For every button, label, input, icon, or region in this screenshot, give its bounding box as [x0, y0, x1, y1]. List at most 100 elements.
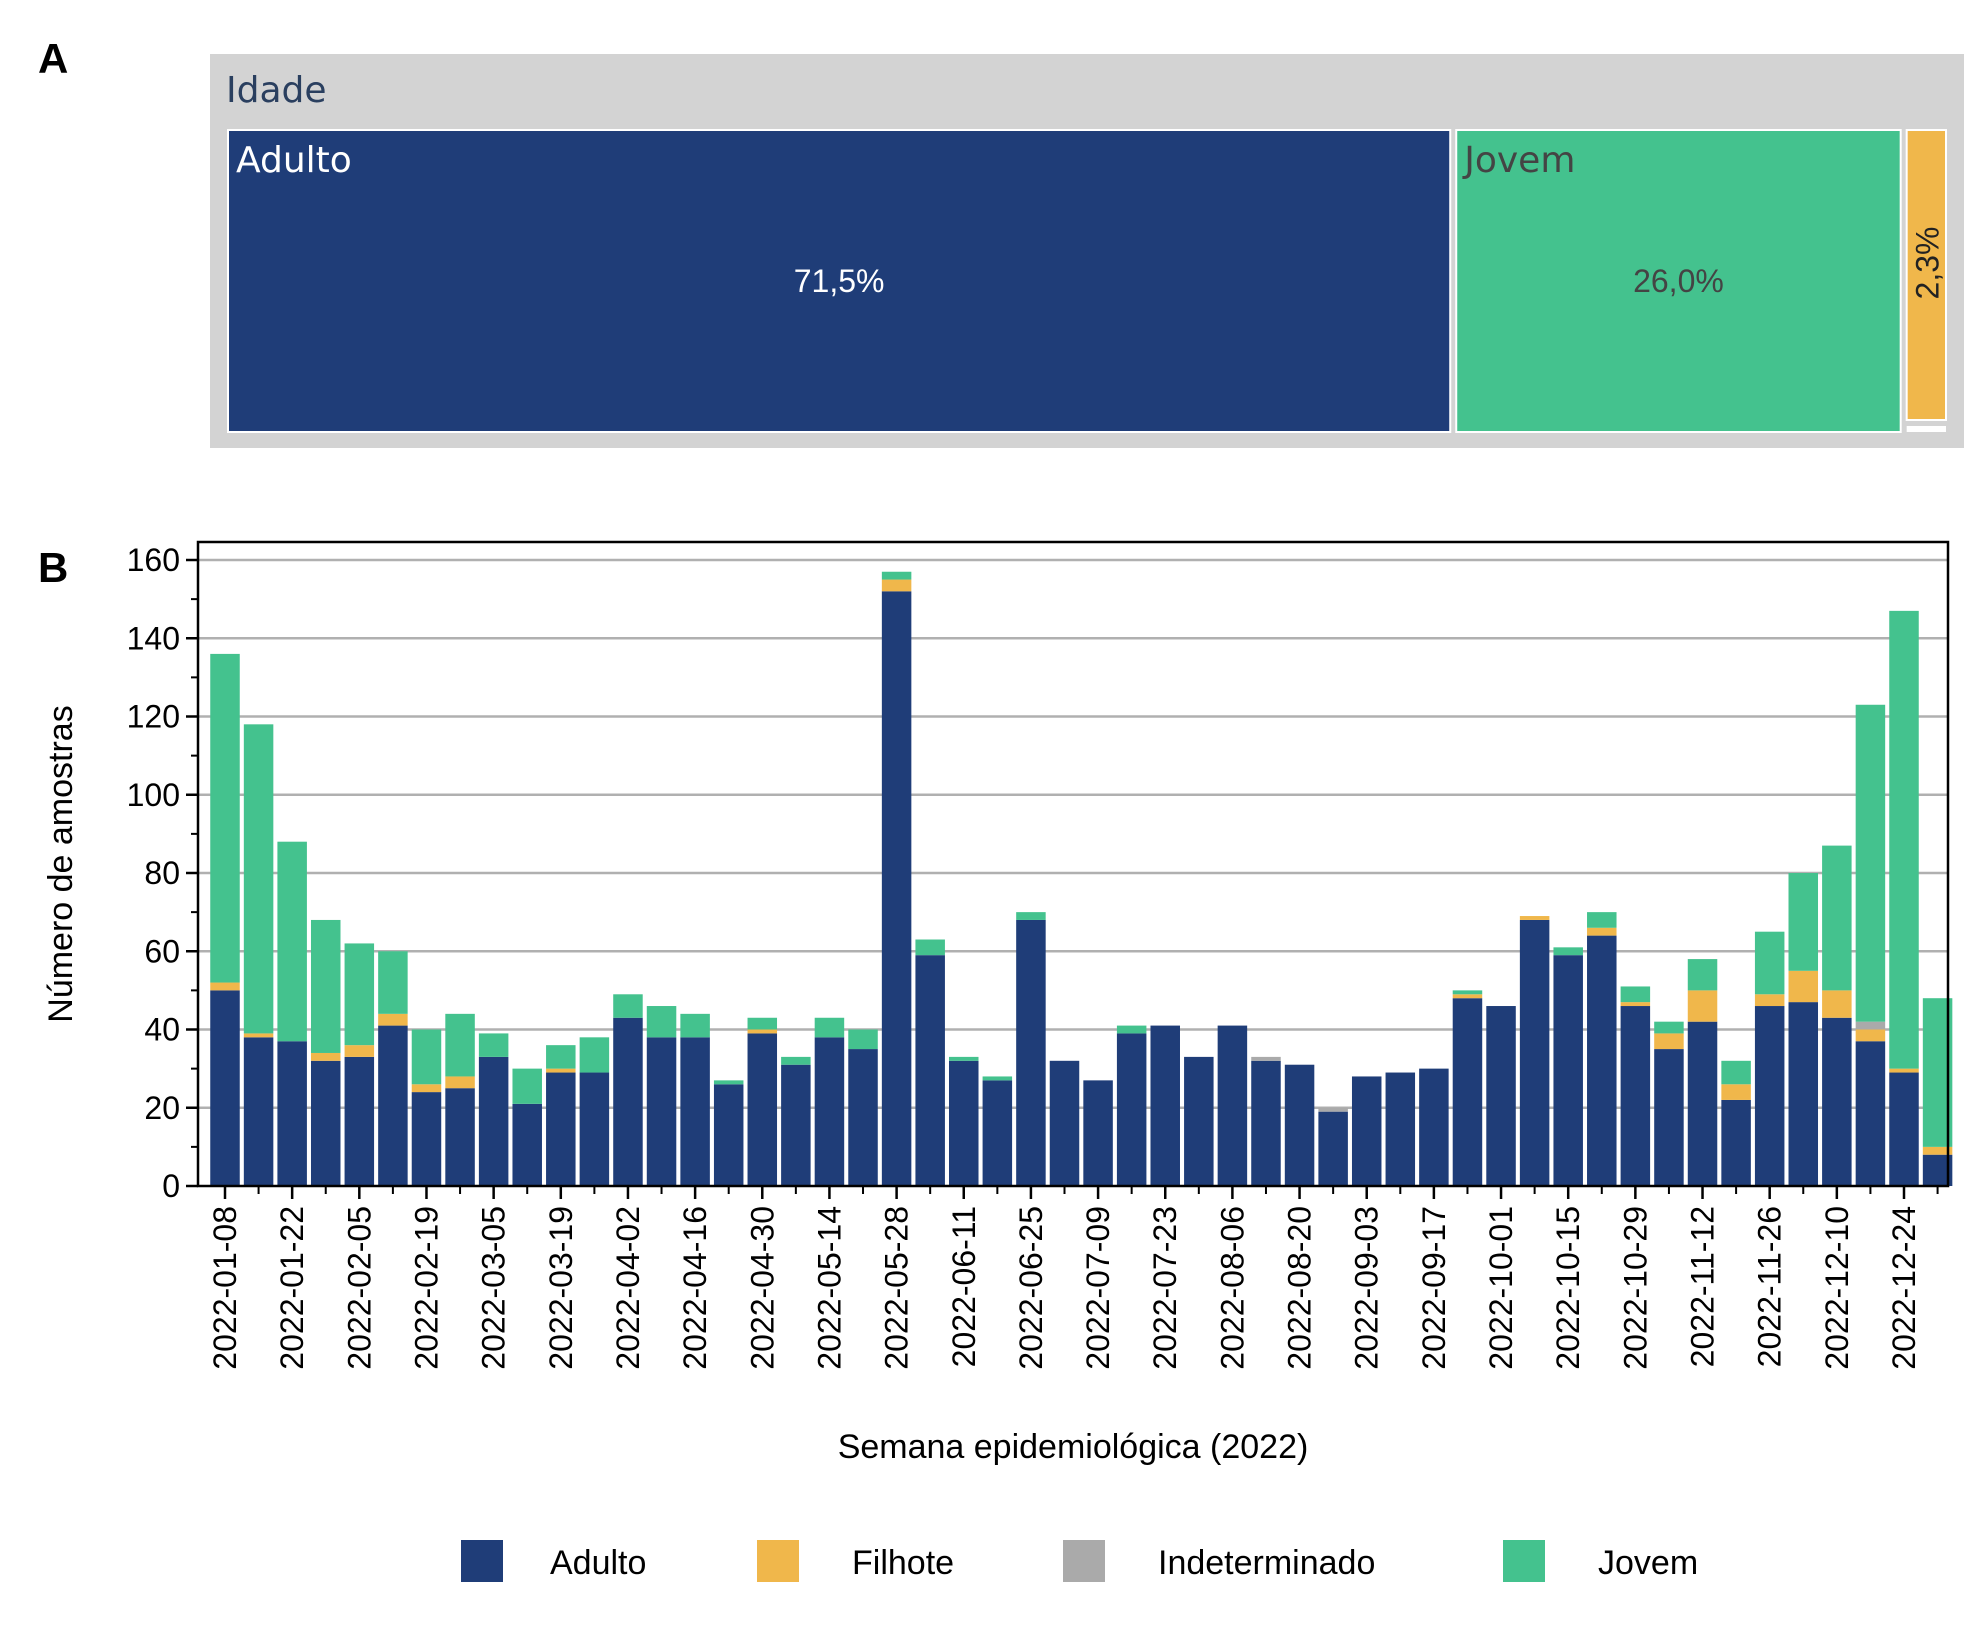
bar-segment-adulto [613, 1017, 643, 1186]
bar-segment-jovem [378, 951, 408, 1014]
bar-segment-indeterminado [1318, 1107, 1348, 1112]
bar-segment-filhote [1620, 1002, 1651, 1007]
legend-swatch-indeterminado [1063, 1540, 1105, 1582]
bar-segment-jovem [781, 1056, 811, 1065]
bar-segment-adulto [1654, 1049, 1684, 1186]
bar-segment-adulto [478, 1056, 509, 1186]
bar-segment-filhote [1519, 916, 1550, 920]
x-tick-label: 2022-02-19 [408, 1206, 444, 1370]
bar-segment-adulto [445, 1088, 475, 1186]
bar-segment-filhote [344, 1045, 375, 1057]
bar-segment-jovem [1620, 986, 1651, 1003]
bar-segment-jovem [848, 1029, 878, 1050]
bar-segment-adulto [210, 990, 240, 1186]
x-axis-title: Semana epidemiológica (2022) [838, 1428, 1309, 1466]
x-tick-label: 2022-09-03 [1349, 1206, 1385, 1370]
bar-segment-adulto [1788, 1002, 1819, 1186]
x-tick-label: 2022-10-01 [1483, 1206, 1519, 1370]
bar-segment-filhote [445, 1076, 475, 1089]
bar-segment-adulto [814, 1037, 845, 1186]
bar-segment-filhote [1754, 994, 1785, 1007]
bar-segment-jovem [1889, 610, 1919, 1069]
bar-segment-jovem [814, 1017, 845, 1038]
x-tick-label: 2022-10-29 [1617, 1206, 1653, 1370]
x-tick-label: 2022-12-10 [1819, 1206, 1855, 1370]
bar-segment-adulto [1083, 1080, 1113, 1186]
treemap-tile-other-percentage: 2,3% [1909, 227, 1945, 300]
legend-label-adulto: Adulto [550, 1544, 646, 1582]
bar-segment-adulto [1217, 1025, 1248, 1186]
bar-segment-adulto [512, 1103, 542, 1186]
stacked-bar-chart: 0 20 40 60 80 100 120 140 160 2022-01-08 2022-01-… [42, 540, 1953, 1582]
bar-segment-jovem [546, 1045, 576, 1069]
bar-segment-adulto [848, 1049, 878, 1186]
bar-segment-adulto [1184, 1056, 1214, 1186]
x-tick-label: 2022-05-14 [811, 1206, 847, 1370]
x-tick-label: 2022-04-16 [677, 1206, 713, 1370]
y-tick-label: 20 [144, 1090, 180, 1126]
bar-segment-jovem [713, 1080, 744, 1085]
bar-segment-filhote [1922, 1146, 1953, 1155]
x-tick-label: 2022-04-30 [744, 1206, 780, 1370]
treemap-tile-jovem-percentage: 26,0% [1633, 263, 1724, 299]
bar-segment-adulto [1116, 1033, 1147, 1186]
bar-segment-jovem [1452, 990, 1483, 995]
bar-segment-adulto [881, 591, 912, 1186]
x-tick-label: 2022-09-17 [1416, 1206, 1452, 1370]
bar-segment-jovem [344, 943, 375, 1046]
bar-segment-adulto [277, 1041, 307, 1186]
bar-segment-jovem [1687, 959, 1718, 991]
y-axis-title: Número de amostras [42, 705, 80, 1022]
bar-segment-jovem [1822, 845, 1852, 991]
bar-segment-jovem [445, 1013, 475, 1077]
bar-segment-adulto [1620, 1006, 1651, 1186]
x-tick-label: 2022-06-25 [1013, 1206, 1049, 1370]
bar-segment-filhote [747, 1029, 778, 1034]
bar-segment-adulto [646, 1037, 677, 1186]
bar-segment-jovem [915, 939, 945, 956]
treemap: Idade Adulto 71,5% Jovem 26,0% 2,3% [210, 54, 1964, 448]
panel-a-label: A [38, 35, 68, 82]
x-tick-label: 2022-11-26 [1752, 1206, 1788, 1367]
bar-segment-jovem [478, 1033, 509, 1057]
bar-segment-filhote [1788, 970, 1819, 1003]
bar-segment-adulto [243, 1037, 274, 1186]
treemap-tile-adulto-label: Adulto [236, 140, 352, 181]
x-tick-label: 2022-10-15 [1550, 1206, 1586, 1370]
bar-segment-jovem [1116, 1025, 1147, 1034]
y-tick-label: 140 [127, 620, 180, 656]
bar-segment-filhote [1654, 1033, 1684, 1050]
bar-segment-adulto [915, 955, 945, 1186]
y-tick-label: 100 [127, 777, 180, 813]
legend-swatch-adulto [461, 1540, 503, 1582]
bar-segment-jovem [512, 1068, 542, 1104]
bar-segment-jovem [1754, 931, 1785, 995]
x-tick-label: 2022-05-28 [879, 1206, 915, 1370]
bar-segment-adulto [1351, 1076, 1382, 1186]
bar-segment-indeterminado [1855, 1021, 1886, 1030]
bar-segment-filhote [310, 1052, 341, 1061]
bar-segment-adulto [1855, 1041, 1886, 1186]
y-tick-label: 40 [144, 1012, 180, 1048]
x-tick-label: 2022-03-19 [543, 1206, 579, 1370]
bar-segment-adulto [1385, 1072, 1416, 1186]
bar-segment-adulto [344, 1056, 375, 1186]
y-tick-label: 80 [144, 855, 180, 891]
x-tick-label: 2022-01-22 [274, 1206, 310, 1370]
y-tick-label: 120 [127, 699, 180, 735]
bar-segment-adulto [1016, 919, 1046, 1186]
x-tick-label: 2022-01-08 [207, 1206, 243, 1370]
bar-segment-jovem [243, 724, 274, 1034]
bar-segment-jovem [1654, 1021, 1684, 1034]
x-tick-label: 2022-04-02 [610, 1206, 646, 1370]
bar-segment-adulto [1150, 1025, 1180, 1186]
bar-segment-adulto [949, 1060, 979, 1186]
bar-segment-filhote [1822, 990, 1852, 1018]
legend-label-filhote: Filhote [852, 1544, 954, 1582]
bar-segment-adulto [1284, 1064, 1315, 1186]
bar-segment-adulto [680, 1037, 710, 1186]
bar-segment-filhote [411, 1084, 442, 1093]
legend-swatch-filhote [757, 1540, 799, 1582]
bar-segment-adulto [310, 1060, 341, 1186]
